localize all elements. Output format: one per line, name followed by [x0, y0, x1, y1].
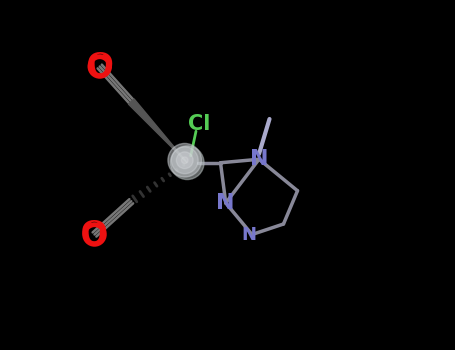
Text: O: O — [86, 51, 113, 82]
Text: N: N — [250, 149, 268, 169]
Circle shape — [182, 157, 188, 163]
Polygon shape — [128, 99, 187, 163]
Circle shape — [168, 144, 202, 177]
Circle shape — [171, 146, 204, 180]
Text: N: N — [217, 193, 235, 213]
Text: Cl: Cl — [188, 114, 211, 134]
Circle shape — [171, 147, 198, 174]
Circle shape — [177, 152, 193, 169]
Text: O: O — [81, 219, 108, 250]
Text: N: N — [241, 225, 256, 244]
